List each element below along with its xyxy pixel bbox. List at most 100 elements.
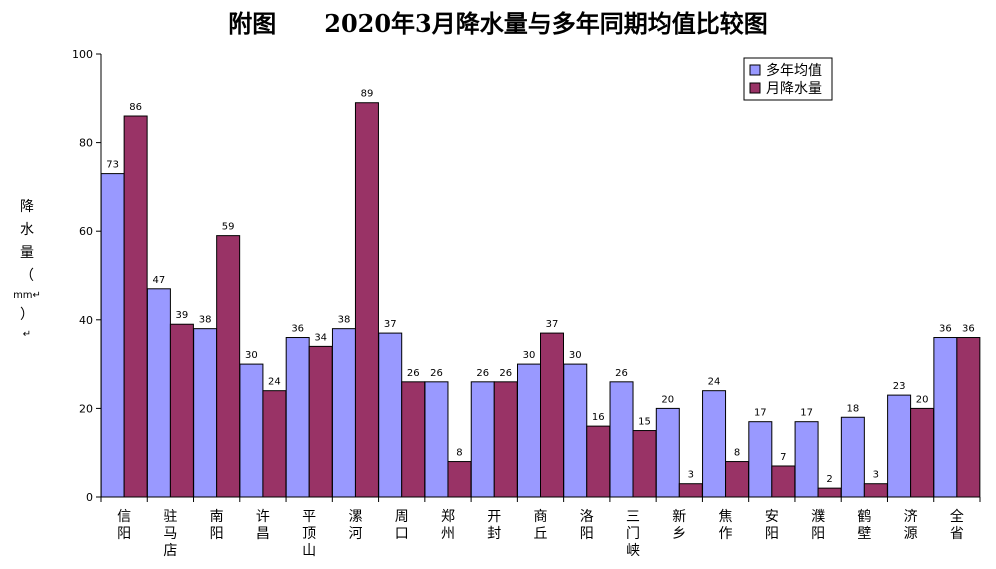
bar-precipitation [169, 323, 194, 498]
data-label: 37 [546, 319, 559, 330]
x-tick-label: 商 [534, 509, 548, 525]
x-tick-label: 信 [117, 509, 131, 525]
bar-precipitation [817, 487, 842, 498]
data-label: 30 [569, 350, 582, 361]
legend-swatch [749, 64, 761, 76]
data-label: 8 [734, 448, 740, 459]
bar-precipitation [354, 102, 379, 498]
bar-average [285, 337, 310, 498]
bar-average [702, 390, 727, 498]
bar-average [239, 363, 264, 498]
bar-precipitation [678, 483, 703, 498]
y-tick-label: 80 [79, 137, 93, 150]
data-label: 3 [873, 470, 879, 481]
data-label: 36 [291, 324, 304, 335]
bar-precipitation [262, 390, 287, 498]
x-tick-label: 昌 [256, 526, 270, 542]
data-label: 26 [407, 368, 420, 379]
y-axis-label-char: 水 [20, 222, 34, 238]
bar-precipitation [586, 425, 611, 498]
bar-precipitation [493, 381, 518, 498]
x-tick-label: 顶 [302, 526, 316, 542]
x-tick-label: 三 [626, 509, 640, 525]
bar-average [331, 328, 356, 498]
bar-average [840, 416, 865, 498]
x-tick-label: 阳 [580, 526, 594, 542]
data-label: 47 [153, 275, 166, 286]
x-tick-label: 安 [765, 509, 779, 525]
x-tick-label: 源 [904, 526, 918, 542]
x-tick-label: 平 [302, 509, 316, 525]
y-axis-label: 降水量 （ mm↵ ） ↵ [12, 196, 42, 343]
y-axis-label-char: ↵ [22, 329, 32, 340]
x-tick-label: 作 [719, 526, 733, 542]
legend-label: 多年均值 [766, 62, 822, 79]
x-tick-labels: 信阳驻马店南阳许昌平顶山漯河周口郑州开封商丘洛阳三门峡新乡焦作安阳濮阳鹤壁济源全… [117, 508, 964, 559]
bar-average [748, 421, 773, 498]
bar-precipitation [308, 345, 333, 498]
data-label: 26 [615, 368, 628, 379]
data-label: 36 [962, 324, 975, 335]
x-tick-label: 周 [395, 509, 409, 525]
data-label: 26 [430, 368, 443, 379]
data-label: 73 [106, 160, 119, 171]
x-tick-label: 口 [395, 526, 409, 542]
data-label: 7 [780, 452, 786, 463]
bars [100, 102, 981, 498]
data-label: 8 [456, 448, 462, 459]
y-axis-label-char: 量 [20, 245, 34, 261]
data-label: 59 [222, 222, 235, 233]
data-label: 89 [361, 89, 374, 100]
x-tick-label: 阳 [765, 526, 779, 542]
bar-average [655, 407, 680, 498]
x-tick-label: 洛 [580, 509, 594, 525]
bar-average [563, 363, 588, 498]
y-axis-label-char: mm↵ [13, 290, 41, 301]
bar-precipitation [216, 235, 241, 498]
x-tick-label: 阳 [117, 526, 131, 542]
y-tick-label: 20 [79, 402, 93, 415]
x-tick-label: 乡 [672, 526, 686, 542]
data-label: 20 [661, 394, 674, 405]
x-tick-label: 店 [163, 543, 177, 559]
data-label: 34 [314, 332, 327, 343]
x-tick-label: 新 [672, 509, 686, 525]
bar-precipitation [632, 430, 657, 498]
bar-average [146, 288, 171, 498]
bar-average [887, 394, 912, 498]
x-tick-label: 马 [163, 526, 177, 542]
data-label: 24 [268, 377, 281, 388]
bar-precipitation [447, 461, 472, 498]
data-label: 16 [592, 412, 605, 423]
x-tick-label: 阳 [210, 526, 224, 542]
bar-precipitation [123, 115, 148, 498]
x-tick-label: 鹤 [857, 509, 871, 525]
bar-precipitation [401, 381, 426, 498]
bar-average [470, 381, 495, 498]
x-tick-label: 郑 [441, 509, 455, 525]
data-label: 38 [338, 315, 351, 326]
y-axis-label-char: （ [20, 268, 34, 284]
y-tick-label: 40 [79, 314, 93, 327]
data-label: 30 [245, 350, 258, 361]
x-tick-label: 南 [210, 509, 224, 525]
x-tick-label: 焦 [719, 509, 733, 525]
x-tick-label: 省 [950, 526, 964, 542]
data-label: 17 [800, 408, 813, 419]
data-label: 20 [916, 394, 929, 405]
bar-average [794, 421, 819, 498]
bar-average [933, 337, 958, 498]
data-label: 3 [688, 470, 694, 481]
bar-average [193, 328, 218, 498]
data-label: 24 [708, 377, 721, 388]
data-label: 18 [846, 403, 859, 414]
data-label: 86 [129, 102, 142, 113]
x-tick-label: 许 [256, 509, 270, 525]
bar-precipitation [725, 461, 750, 498]
x-tick-label: 壁 [857, 526, 871, 542]
bar-average [609, 381, 634, 498]
legend-swatch [749, 82, 761, 94]
